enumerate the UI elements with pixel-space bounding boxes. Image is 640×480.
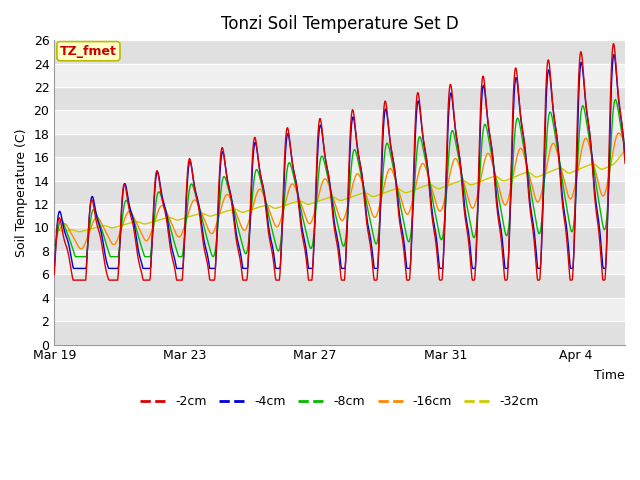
Y-axis label: Soil Temperature (C): Soil Temperature (C)	[15, 128, 28, 256]
Bar	[54, 228, 625, 251]
Bar	[54, 40, 625, 63]
Bar	[54, 180, 625, 204]
Bar	[54, 204, 625, 228]
Bar	[54, 87, 625, 110]
Text: TZ_fmet: TZ_fmet	[60, 45, 117, 58]
Bar	[54, 321, 625, 345]
Text: Time: Time	[595, 369, 625, 382]
Bar	[54, 134, 625, 157]
Bar	[54, 63, 625, 87]
Legend: -2cm, -4cm, -8cm, -16cm, -32cm: -2cm, -4cm, -8cm, -16cm, -32cm	[136, 390, 544, 413]
Bar	[54, 274, 625, 298]
Title: Tonzi Soil Temperature Set D: Tonzi Soil Temperature Set D	[221, 15, 458, 33]
Bar	[54, 110, 625, 134]
Bar	[54, 251, 625, 274]
Bar	[54, 157, 625, 180]
Bar	[54, 298, 625, 321]
